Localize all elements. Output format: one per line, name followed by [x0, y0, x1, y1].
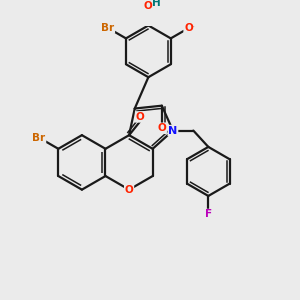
Text: O: O: [184, 23, 193, 33]
Text: O: O: [125, 185, 134, 195]
Text: F: F: [205, 209, 212, 220]
Text: Br: Br: [101, 23, 114, 33]
Text: O: O: [158, 123, 166, 133]
Text: Br: Br: [32, 133, 46, 142]
Text: O: O: [144, 1, 153, 10]
Text: N: N: [168, 126, 178, 136]
Text: H: H: [152, 0, 161, 8]
Text: O: O: [136, 112, 144, 122]
